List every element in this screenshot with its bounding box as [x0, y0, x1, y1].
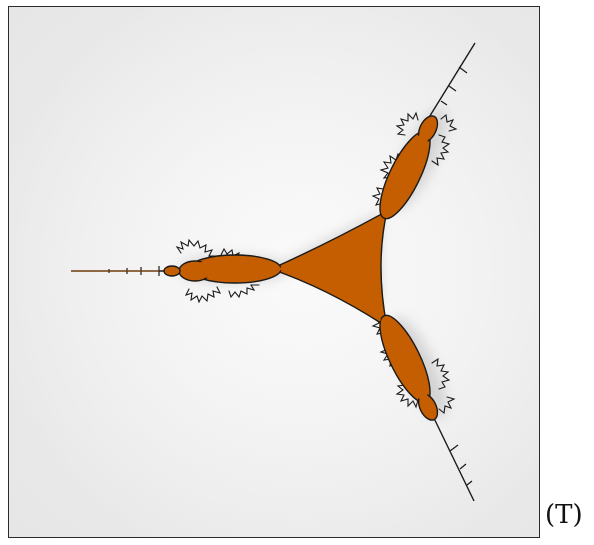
fractal-frame	[8, 6, 540, 538]
fractal-body-fill	[184, 134, 428, 400]
fractal-filaments	[71, 42, 476, 502]
panel-label: (T)	[545, 500, 583, 530]
fractal-image	[9, 7, 539, 537]
